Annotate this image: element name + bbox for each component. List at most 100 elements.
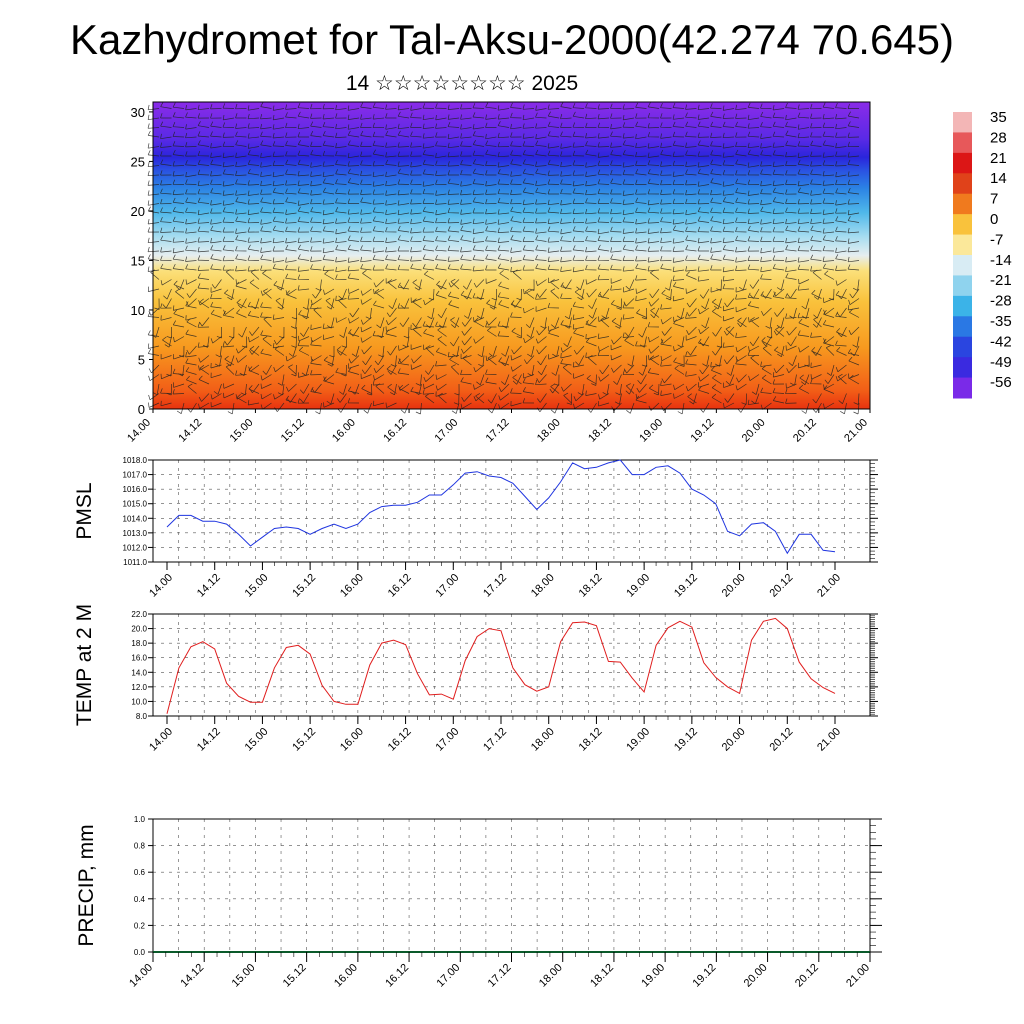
y-tick-label: 0.4 xyxy=(134,895,146,904)
x-tick-label: 14.12 xyxy=(176,417,204,445)
y-tick-label: 18.0 xyxy=(131,639,147,648)
y-tick-label: 8.0 xyxy=(136,712,148,721)
y-tick-label: 1016.0 xyxy=(123,485,148,494)
x-tick-label: 17.12 xyxy=(481,726,509,754)
x-tick-label: 19.00 xyxy=(624,572,652,600)
y-axis-label: TEMP at 2 M xyxy=(73,604,96,726)
x-tick-label: 17.00 xyxy=(434,962,462,990)
chart-subtitle: 14 ☆☆☆☆☆☆☆☆ 2025 xyxy=(345,72,579,95)
x-tick-label: 14.00 xyxy=(147,726,175,754)
y-tick-label: 1013.0 xyxy=(123,529,148,538)
x-tick-label: 15.00 xyxy=(243,726,271,754)
y-tick-label: 10 xyxy=(131,303,145,318)
colorbar-segment xyxy=(953,295,972,317)
x-tick-label: 15.12 xyxy=(281,962,309,990)
colorbar-segment xyxy=(953,234,972,256)
x-tick-label: 21.00 xyxy=(844,962,872,990)
plot-frame xyxy=(152,613,871,717)
y-tick-label: 1014.0 xyxy=(123,514,148,523)
x-tick-label: 18.00 xyxy=(529,726,557,754)
x-tick-label: 17.00 xyxy=(432,417,460,445)
x-tick-label: 20.00 xyxy=(740,417,768,445)
colorbar-segment xyxy=(953,255,972,276)
y-tick-label: 1.0 xyxy=(134,815,146,824)
colorbar-label: -42 xyxy=(990,333,1012,350)
x-tick-label: 14.12 xyxy=(195,726,223,754)
y-tick-label: 30 xyxy=(131,105,145,120)
x-tick-label: 20.00 xyxy=(720,726,748,754)
x-tick-label: 20.12 xyxy=(793,962,821,990)
x-tick-label: 19.00 xyxy=(624,726,652,754)
grid-lines xyxy=(153,460,870,562)
y-tick-label: 0 xyxy=(138,402,145,417)
colorbar-label: 14 xyxy=(990,170,1007,187)
x-tick-label: 15.12 xyxy=(290,572,318,600)
plot-frame xyxy=(152,459,871,563)
colorbar-segment xyxy=(953,193,972,215)
x-tick-label: 18.00 xyxy=(537,962,565,990)
x-tick-label: 15.12 xyxy=(290,726,318,754)
colorbar-label: 28 xyxy=(990,129,1007,146)
y-tick-label: 10.0 xyxy=(131,697,147,706)
x-tick-label: 14.12 xyxy=(178,962,206,990)
x-tick-label: 17.00 xyxy=(433,726,461,754)
y-tick-label: 20 xyxy=(131,204,145,219)
x-tick-label: 15.12 xyxy=(279,417,307,445)
y-tick-label: 16.0 xyxy=(131,654,147,663)
colorbar-segment xyxy=(953,357,972,379)
x-tick-label: 20.00 xyxy=(720,572,748,600)
y-tick-label: 25 xyxy=(131,154,145,169)
x-tick-label: 16.00 xyxy=(338,572,366,600)
colorbar-label: -28 xyxy=(990,293,1012,310)
x-tick-label: 16.12 xyxy=(386,572,414,600)
colorbar-label: 35 xyxy=(990,109,1007,126)
x-tick-label: 14.00 xyxy=(127,962,155,990)
x-tick-label: 16.00 xyxy=(330,417,358,445)
y-tick-label: 0.0 xyxy=(134,948,146,957)
x-tick-label: 17.12 xyxy=(486,962,514,990)
y-axis-label: PMSL xyxy=(73,482,96,539)
x-tick-label: 20.12 xyxy=(767,726,795,754)
x-tick-label: 19.12 xyxy=(689,417,717,445)
x-tick-label: 17.12 xyxy=(484,417,512,445)
x-tick-label: 19.12 xyxy=(691,962,719,990)
x-tick-label: 21.00 xyxy=(815,726,843,754)
colorbar-segment xyxy=(953,173,972,195)
x-tick-label: 15.00 xyxy=(243,572,271,600)
y-axis-label: PRECIP, mm xyxy=(75,824,98,946)
x-tick-label: 18.00 xyxy=(529,572,557,600)
x-tick-label: 17.12 xyxy=(481,572,509,600)
colorbar-label: -14 xyxy=(990,252,1012,269)
x-tick-label: 18.12 xyxy=(588,962,616,990)
temp-series xyxy=(166,617,836,714)
x-tick-label: 16.12 xyxy=(386,726,414,754)
x-tick-label: 15.00 xyxy=(228,417,256,445)
y-tick-label: 15 xyxy=(131,253,145,268)
x-tick-label: 15.00 xyxy=(230,962,258,990)
x-tick-label: 19.12 xyxy=(672,572,700,600)
colorbar-label: 0 xyxy=(990,211,998,228)
y-tick-label: 1012.0 xyxy=(123,543,148,552)
x-tick-label: 20.00 xyxy=(742,962,770,990)
colorbar-label: -56 xyxy=(990,374,1012,391)
colorbar-label: -7 xyxy=(990,231,1003,248)
y-tick-label: 14.0 xyxy=(131,668,147,677)
x-tick-label: 16.00 xyxy=(332,962,360,990)
colorbar-segment xyxy=(953,275,972,297)
colorbar-label: 7 xyxy=(990,191,998,208)
colorbar-segment xyxy=(953,336,972,358)
x-tick-label: 14.00 xyxy=(125,417,153,445)
colorbar-segment xyxy=(953,214,972,236)
y-tick-label: 20.0 xyxy=(131,625,147,634)
x-tick-label: 14.12 xyxy=(195,572,223,600)
x-tick-label: 20.12 xyxy=(791,417,819,445)
y-tick-label: 0.6 xyxy=(134,868,146,877)
x-tick-label: 16.00 xyxy=(338,726,366,754)
colorbar-label: 21 xyxy=(990,150,1007,167)
x-tick-label: 16.12 xyxy=(381,417,409,445)
x-tick-label: 18.12 xyxy=(577,572,605,600)
y-tick-label: 1015.0 xyxy=(123,500,148,509)
colorbar-label: -21 xyxy=(990,272,1012,289)
x-tick-label: 14.00 xyxy=(147,572,175,600)
